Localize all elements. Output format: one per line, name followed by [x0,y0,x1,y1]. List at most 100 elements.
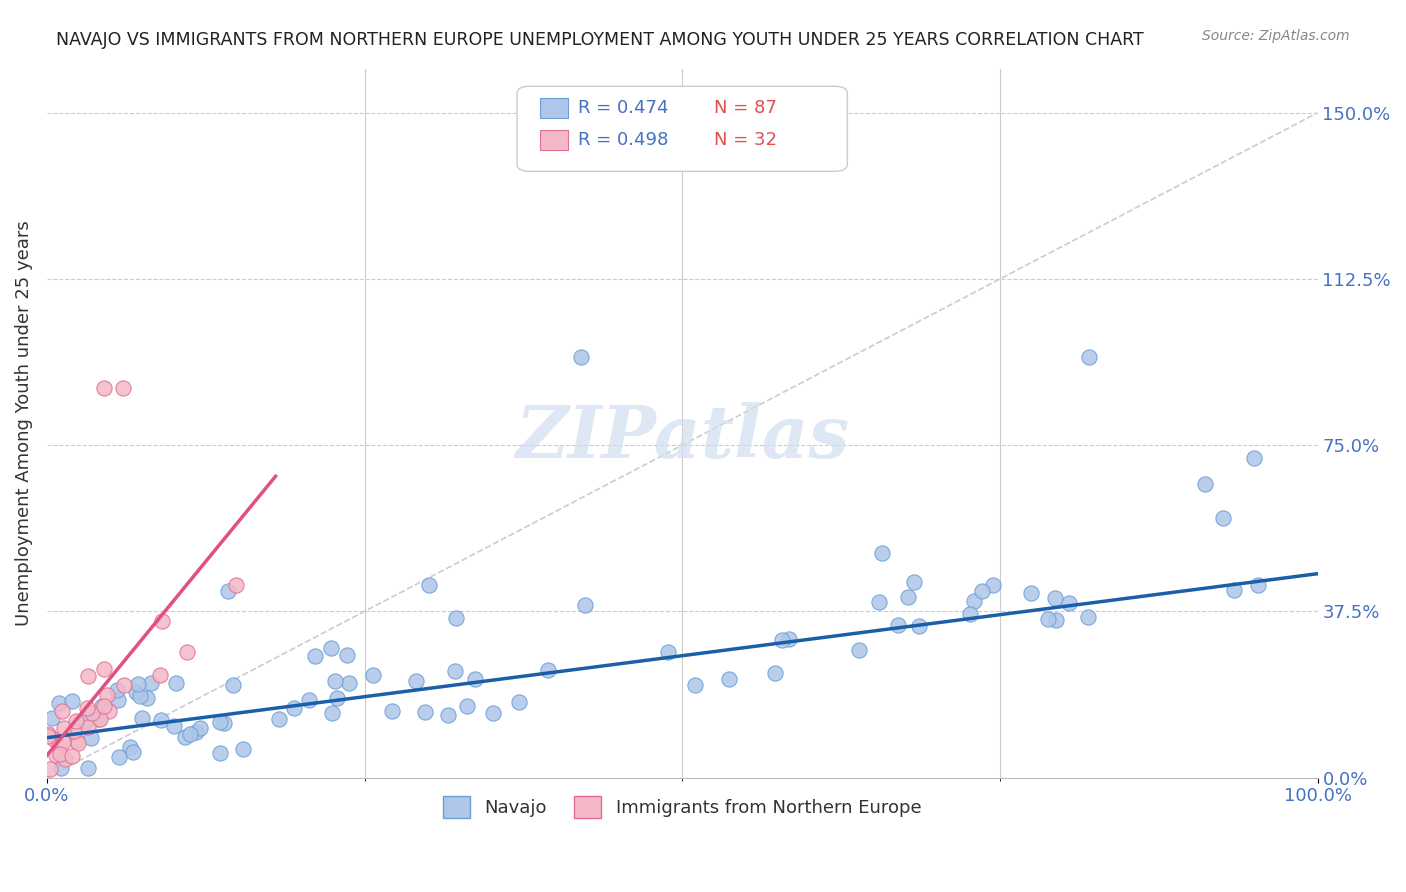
Point [37,727,59,741]
Point [179,726,201,740]
Point [413,705,436,719]
Text: R = 0.498: R = 0.498 [578,131,668,149]
Point [437,708,460,723]
Point [872,546,894,560]
Text: ZIPatlas: ZIPatlas [515,401,849,473]
Point [903,574,925,589]
Point [536,663,558,677]
Point [770,632,793,647]
Point [335,648,357,663]
Point [89,712,111,726]
Point [718,672,741,686]
Point [1194,476,1216,491]
Point [972,583,994,598]
Point [323,673,346,688]
Point [125,685,148,699]
Point [93,381,115,395]
Point [569,350,592,364]
Point [120,739,142,754]
Point [304,648,326,663]
Point [778,632,800,646]
Point [173,730,195,744]
Point [63,724,86,739]
Point [405,674,427,689]
Point [1019,586,1042,600]
Point [482,706,505,721]
Point [508,695,530,709]
Point [214,715,236,730]
Point [225,578,247,592]
Point [848,642,870,657]
Point [87,712,110,726]
Point [321,706,343,721]
Point [127,677,149,691]
Point [361,667,384,681]
Point [886,617,908,632]
Point [184,725,207,739]
FancyBboxPatch shape [517,87,848,171]
Point [80,731,103,746]
Point [82,706,104,721]
Point [897,590,920,604]
Point [122,745,145,759]
Point [90,699,112,714]
Point [981,578,1004,592]
Point [60,694,83,708]
Point [108,750,131,764]
Point [51,704,73,718]
Point [232,741,254,756]
Point [907,619,929,633]
Point [456,698,478,713]
Point [55,752,77,766]
Point [176,645,198,659]
Bar [540,130,568,150]
Point [96,688,118,702]
Point [60,748,83,763]
Point [763,666,786,681]
Point [76,700,98,714]
Point [446,610,468,624]
Text: N = 87: N = 87 [714,99,778,117]
Text: NAVAJO VS IMMIGRANTS FROM NORTHERN EUROPE UNEMPLOYMENT AMONG YOUTH UNDER 25 YEAR: NAVAJO VS IMMIGRANTS FROM NORTHERN EUROP… [56,31,1144,49]
Point [1212,511,1234,525]
Point [38,762,60,776]
Point [65,733,87,747]
Point [418,578,440,592]
Point [150,615,173,629]
Point [297,693,319,707]
Point [112,381,135,395]
Point [444,664,467,678]
Point [959,607,981,621]
Point [129,690,152,704]
Point [76,761,98,775]
Point [683,678,706,692]
Point [107,693,129,707]
Point [45,747,67,762]
Point [1247,578,1270,592]
Y-axis label: Unemployment Among Youth under 25 years: Unemployment Among Youth under 25 years [15,220,32,626]
Point [337,676,360,690]
Text: N = 32: N = 32 [714,131,778,149]
Point [112,678,135,692]
Point [381,704,404,718]
Point [188,721,211,735]
Point [1057,596,1080,610]
Point [131,711,153,725]
Point [222,677,245,691]
Point [209,715,232,730]
Bar [540,98,568,118]
Point [657,645,679,659]
Point [1223,583,1246,598]
Point [574,598,596,612]
Point [868,595,890,609]
Point [163,719,186,733]
Point [1243,451,1265,466]
Point [41,711,63,725]
Point [149,668,172,682]
Point [98,705,121,719]
Point [52,721,75,735]
Point [105,683,128,698]
Text: Source: ZipAtlas.com: Source: ZipAtlas.com [1202,29,1350,43]
Point [325,691,347,706]
Point [93,698,115,713]
